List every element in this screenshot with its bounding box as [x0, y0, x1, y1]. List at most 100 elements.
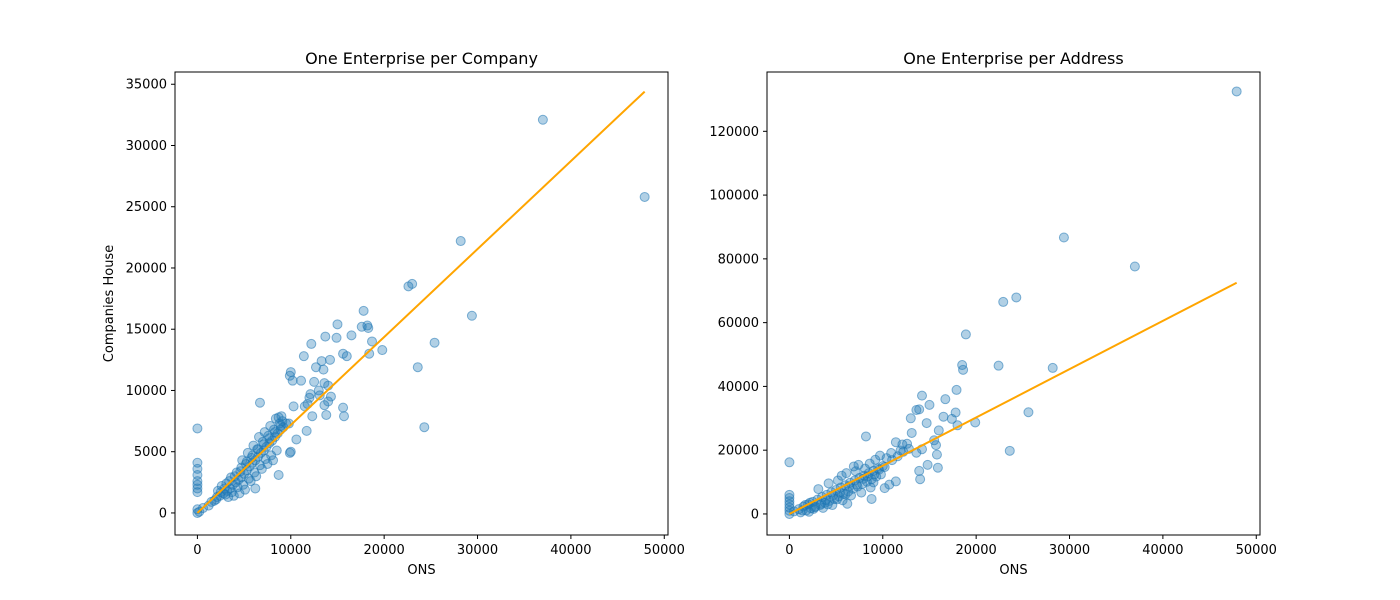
data-point: [998, 296, 1009, 307]
y-tick-label: 10000: [126, 384, 167, 399]
data-point: [273, 469, 284, 480]
data-point: [325, 354, 335, 365]
data-point: [240, 484, 251, 495]
data-point: [419, 422, 430, 433]
data-point: [407, 278, 418, 289]
data-point: [879, 483, 890, 494]
scatter-points: [192, 114, 650, 518]
data-point: [455, 236, 466, 247]
data-point: [362, 320, 373, 331]
x-axis-label: ONS: [407, 563, 435, 578]
data-point: [951, 384, 962, 395]
data-point: [318, 364, 329, 375]
subplot-one-enterprise-per-company: 0 10000 20000 30000 40000 50000 0 5000 10000 150…: [102, 49, 685, 578]
data-point: [291, 434, 302, 445]
data-point: [306, 338, 317, 349]
data-point: [938, 411, 949, 422]
plot-frame: [174, 71, 669, 536]
y-tick-label: 25000: [126, 200, 167, 215]
data-point: [931, 440, 941, 451]
data-point: [234, 488, 245, 499]
data-point: [813, 484, 824, 495]
data-point: [262, 458, 273, 469]
y-tick-label: 20000: [126, 261, 167, 276]
data-point: [639, 191, 650, 202]
data-point: [1129, 261, 1140, 272]
data-point: [298, 351, 309, 362]
data-point: [364, 348, 375, 359]
data-point: [320, 331, 331, 342]
data-point: [192, 487, 203, 498]
data-point: [264, 433, 275, 444]
data-point: [271, 445, 282, 456]
data-point: [868, 477, 879, 488]
x-tick-label: 0: [785, 543, 793, 558]
data-point: [341, 351, 352, 362]
data-point: [924, 399, 935, 410]
x-axis-ticks: 0 10000 20000 30000 40000 50000: [193, 535, 685, 558]
data-point: [258, 439, 269, 450]
data-point: [296, 375, 307, 386]
fit-line: [788, 281, 1238, 515]
data-point: [192, 479, 203, 490]
data-point: [865, 482, 876, 493]
data-point: [860, 463, 871, 474]
x-axis-label: ONS: [999, 563, 1027, 578]
data-point: [358, 305, 369, 316]
x-tick-label: 30000: [457, 543, 498, 558]
data-point: [251, 471, 262, 482]
data-point: [331, 332, 342, 343]
y-tick-label: 80000: [718, 252, 759, 267]
x-tick-label: 30000: [1049, 543, 1090, 558]
y-tick-label: 15000: [126, 323, 167, 338]
data-point: [412, 362, 423, 373]
data-point: [906, 427, 917, 438]
x-tick-label: 0: [193, 543, 201, 558]
data-point: [250, 483, 261, 494]
data-point: [319, 400, 330, 411]
data-point: [338, 402, 349, 413]
data-point: [270, 413, 281, 424]
x-tick-label: 40000: [550, 543, 591, 558]
data-point: [1011, 292, 1022, 303]
data-point: [537, 114, 548, 125]
data-point: [323, 396, 334, 407]
x-tick-label: 20000: [363, 543, 404, 558]
data-point: [1047, 362, 1058, 373]
data-point: [321, 409, 332, 420]
data-point: [917, 390, 927, 401]
data-point: [940, 394, 951, 405]
data-point: [377, 345, 388, 356]
data-point: [905, 413, 916, 424]
data-point: [841, 468, 852, 479]
data-point: [1058, 232, 1069, 243]
data-point: [228, 490, 239, 501]
data-point: [232, 482, 243, 493]
x-tick-label: 50000: [644, 543, 685, 558]
y-axis-ticks: 0 20000 40000 60000 80000 100000 120000: [709, 125, 767, 522]
data-point: [856, 487, 867, 498]
data-point: [914, 404, 925, 415]
data-point: [192, 483, 203, 494]
data-point: [822, 499, 833, 510]
data-point: [346, 330, 357, 341]
x-tick-label: 20000: [955, 543, 996, 558]
data-point: [931, 449, 942, 460]
data-point: [993, 360, 1004, 371]
data-point: [836, 470, 847, 481]
data-point: [429, 337, 440, 348]
data-point: [287, 375, 298, 386]
chart-title: One Enterprise per Address: [903, 49, 1123, 68]
data-point: [275, 420, 286, 431]
y-tick-label: 5000: [134, 445, 167, 460]
data-point: [254, 397, 265, 408]
data-point: [960, 329, 971, 340]
data-point: [466, 310, 477, 321]
fit-line-group: [196, 90, 646, 514]
data-point: [823, 478, 834, 489]
y-tick-label: 120000: [709, 125, 759, 140]
y-tick-label: 40000: [718, 380, 759, 395]
data-point: [921, 418, 932, 429]
y-tick-label: 20000: [718, 444, 759, 459]
data-point: [840, 489, 851, 500]
